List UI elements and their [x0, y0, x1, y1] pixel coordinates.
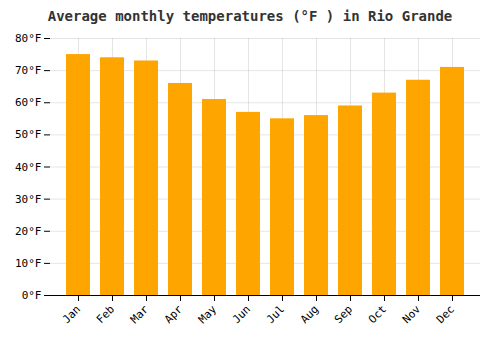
svg-text:Sep: Sep: [332, 303, 355, 326]
svg-text:Jun: Jun: [230, 303, 253, 326]
svg-text:50°F: 50°F: [15, 128, 42, 141]
svg-text:Nov: Nov: [400, 302, 424, 326]
svg-text:80°F: 80°F: [15, 32, 42, 45]
svg-text:Mar: Mar: [128, 302, 152, 326]
svg-text:Apr: Apr: [162, 302, 186, 326]
svg-text:May: May: [196, 302, 220, 326]
svg-text:Jan: Jan: [60, 303, 83, 326]
svg-text:40°F: 40°F: [15, 161, 42, 174]
svg-text:60°F: 60°F: [15, 96, 42, 109]
html-text:Average monthly temperatures (: Average monthly temperatures (°F ) in Ri…: [47, 8, 453, 24]
svg-text:Oct: Oct: [366, 303, 389, 326]
svg-text:Aug: Aug: [298, 303, 321, 326]
svg-text:70°F: 70°F: [15, 64, 42, 77]
svg-text:30°F: 30°F: [15, 193, 42, 206]
svg-text:0°F: 0°F: [22, 289, 42, 302]
svg-text:Dec: Dec: [434, 303, 457, 326]
svg-text:10°F: 10°F: [15, 257, 42, 270]
svg-text:Jul: Jul: [264, 303, 287, 326]
svg-text:20°F: 20°F: [15, 225, 42, 238]
svg-text:Feb: Feb: [94, 303, 117, 326]
